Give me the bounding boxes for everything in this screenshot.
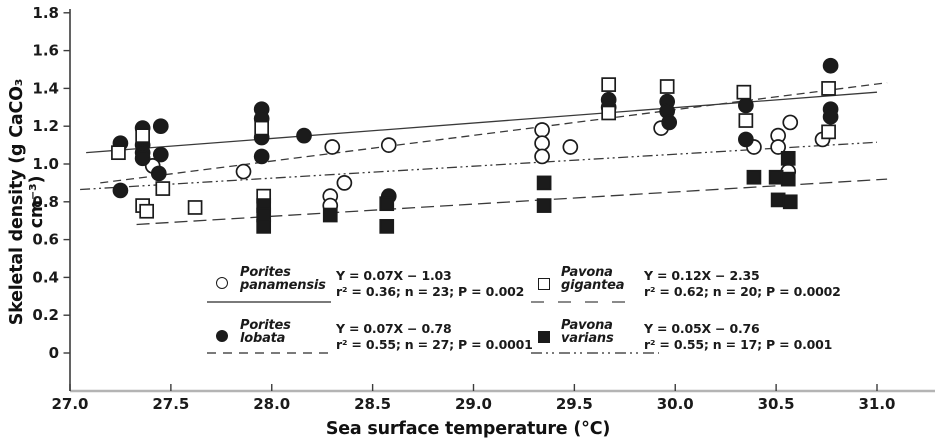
filled-square-marker-icon (538, 331, 550, 343)
svg-text:0.4: 0.4 (32, 268, 59, 286)
regression-equation: Y = 0.07X − 0.78 (336, 321, 452, 336)
regression-stats: r² = 0.55; n = 17; P = 0.001 (644, 337, 833, 352)
legend-species-name: Porites lobata (240, 319, 291, 345)
regression-stats: r² = 0.62; n = 20; P = 0.0002 (644, 284, 841, 299)
svg-text:30.0: 30.0 (657, 395, 694, 413)
legend-equation-block: Y = 0.07X − 1.03 r² = 0.36; n = 23; P = … (336, 268, 524, 300)
legend-equation-block: Y = 0.12X − 2.35 r² = 0.62; n = 20; P = … (644, 268, 841, 300)
svg-text:0.2: 0.2 (32, 306, 59, 324)
trendline-sample-solid (207, 301, 331, 303)
svg-text:1.6: 1.6 (32, 42, 59, 60)
regression-stats: r² = 0.55; n = 27; P = 0.0001 (336, 337, 533, 352)
svg-text:29.5: 29.5 (556, 395, 593, 413)
trendline-sample-spaced-dash (531, 301, 639, 303)
svg-text:1.0: 1.0 (32, 155, 59, 173)
x-axis-title: Sea surface temperature (°C) (325, 419, 611, 439)
species-epithet: panamensis (240, 278, 326, 293)
species-genus: Porites (240, 265, 291, 280)
species-epithet: varians (561, 331, 614, 346)
svg-text:0: 0 (49, 344, 59, 362)
trendline-sample-long-dash (207, 352, 331, 354)
svg-text:0.6: 0.6 (32, 231, 59, 249)
legend-equation-block: Y = 0.07X − 0.78 r² = 0.55; n = 27; P = … (336, 321, 533, 353)
filled-circle-marker-icon (216, 330, 228, 342)
svg-text:28.5: 28.5 (354, 395, 391, 413)
svg-text:30.5: 30.5 (758, 395, 795, 413)
legend-species-name: Pavona varians (561, 318, 614, 346)
svg-text:27.5: 27.5 (152, 395, 189, 413)
legend-equation-block: Y = 0.05X − 0.76 r² = 0.55; n = 17; P = … (644, 321, 832, 353)
species-epithet: lobata (240, 331, 286, 346)
svg-text:1.8: 1.8 (32, 4, 59, 22)
regression-equation: Y = 0.05X − 0.76 (644, 321, 760, 336)
species-genus: Pavona (561, 265, 613, 280)
svg-text:31.0: 31.0 (858, 395, 895, 413)
y-axis-title: Skeletal density (g CaCO₃ cm⁻³) (7, 78, 47, 326)
legend-species-name: Pavona gigantea (561, 265, 625, 293)
open-square-marker-icon (538, 278, 550, 290)
svg-text:1.2: 1.2 (32, 117, 59, 135)
species-genus: Pavona (561, 318, 613, 333)
svg-text:29.0: 29.0 (455, 395, 492, 413)
svg-text:0.8: 0.8 (32, 193, 59, 211)
open-circle-marker-icon (216, 277, 228, 289)
svg-text:28.0: 28.0 (253, 395, 290, 413)
regression-equation: Y = 0.12X − 2.35 (644, 268, 760, 283)
regression-stats: r² = 0.36; n = 23; P = 0.002 (336, 284, 525, 299)
trendline-sample-dash-dot (531, 352, 659, 354)
regression-equation: Y = 0.07X − 1.03 (336, 268, 452, 283)
legend-species-name: Porites panamensis (240, 266, 326, 292)
svg-text:27.0: 27.0 (51, 395, 88, 413)
svg-text:1.4: 1.4 (32, 79, 59, 97)
species-epithet: gigantea (561, 278, 625, 293)
species-genus: Porites (240, 318, 291, 333)
